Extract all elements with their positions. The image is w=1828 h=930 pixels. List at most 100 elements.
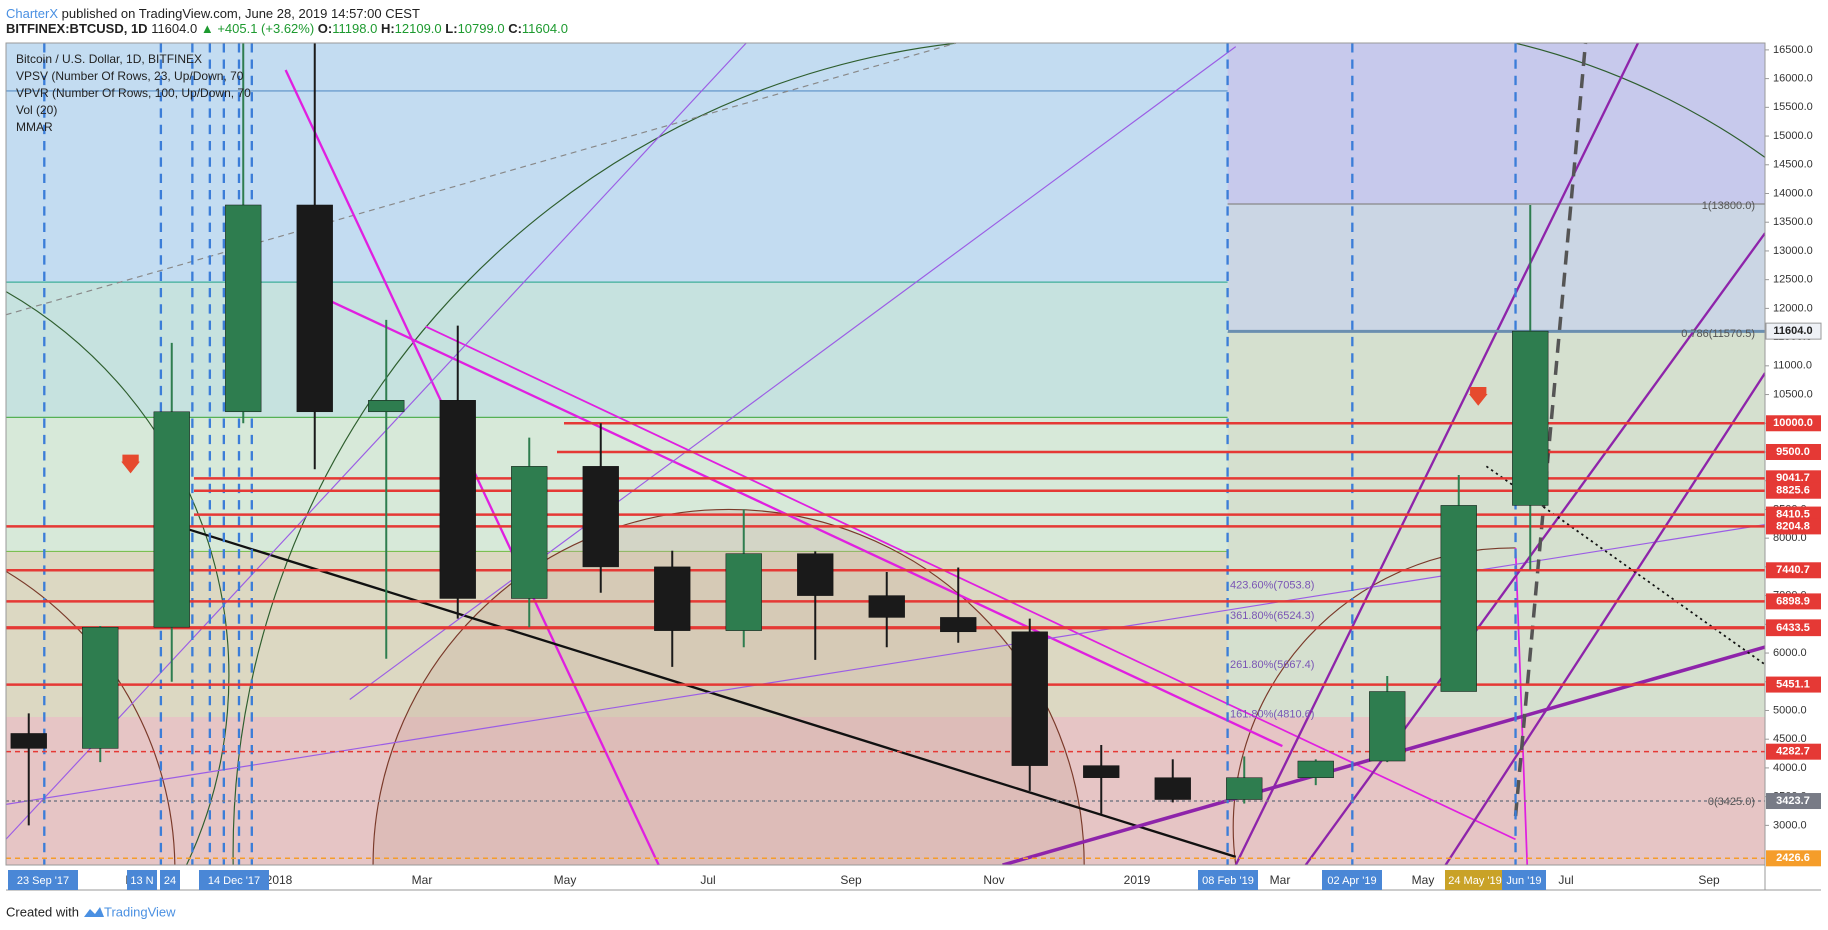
- level-label-box: [1766, 518, 1821, 535]
- level-label-box: [1766, 415, 1821, 432]
- drawing-line: [180, 525, 1237, 858]
- candle-body: [296, 204, 333, 413]
- candle-body: [225, 204, 262, 413]
- y-tick-label: 13000.0: [1773, 245, 1813, 257]
- drawing-line: [6, 43, 957, 316]
- level-label-box: [1766, 620, 1821, 637]
- chart-title: Bitcoin / U.S. Dollar, 1D, BITFINEX: [16, 52, 202, 66]
- publish-line: CharterX published on TradingView.com, J…: [6, 6, 420, 21]
- date-marker-label: 23 Sep '17: [17, 875, 69, 887]
- level-label: 9041.7: [1776, 472, 1810, 484]
- brand-logo: [84, 907, 104, 917]
- y-tick-label: 12500.0: [1773, 274, 1813, 286]
- drawing-line: [6, 43, 747, 840]
- y-tick-label: 10500.0: [1773, 388, 1813, 400]
- date-marker-label: 08 Feb '19: [1202, 875, 1254, 887]
- candle-body: [10, 733, 47, 749]
- level-label: 10000.0: [1773, 417, 1813, 429]
- fib-retracement-label: 0.786(11570.5): [1681, 328, 1755, 340]
- open: 11198.0: [332, 21, 378, 36]
- drawing-g: [43, 43, 1517, 865]
- x-tick-label: Mar: [412, 873, 433, 887]
- drawing-line: [1444, 372, 1765, 865]
- date-marker-label: 13 N: [130, 875, 153, 887]
- y-tick-label: 6000.0: [1773, 647, 1807, 659]
- change: ▲ +405.1 (+3.62%): [200, 21, 315, 36]
- date-marker-label: 24 May '19: [1448, 875, 1501, 887]
- drawing-path: [1468, 387, 1488, 406]
- candle-body: [940, 617, 977, 633]
- candle-body: [1440, 505, 1477, 692]
- drawing-rect: [6, 282, 1228, 418]
- candle-body: [1297, 760, 1334, 778]
- level-label: 8825.6: [1776, 485, 1810, 497]
- level-label: 4282.7: [1776, 746, 1810, 758]
- date-marker-box: [160, 870, 180, 890]
- candle-body: [1011, 631, 1048, 766]
- x-tick-label: 2018: [266, 873, 293, 887]
- drawing-rect: [1227, 43, 1765, 205]
- x-tick-label: Sep: [1698, 873, 1720, 887]
- fib-retracement-label: 0(3425.0): [1708, 796, 1755, 808]
- indicator-label: Vol (20): [16, 103, 57, 117]
- x-tick-label: May: [554, 873, 577, 887]
- footer-brand[interactable]: TradingView: [104, 904, 176, 919]
- candle-body: [868, 595, 905, 618]
- date-marker-box: [199, 870, 269, 890]
- high: 12109.0: [394, 21, 442, 36]
- date-marker-label: 14 Dec '17: [208, 875, 260, 887]
- level-label: 9500.0: [1776, 446, 1810, 458]
- y-tick-label: 14500.0: [1773, 159, 1813, 171]
- level-label-box: [1766, 482, 1821, 499]
- candle-body: [511, 466, 548, 599]
- low: 10799.0: [457, 21, 505, 36]
- candle-body: [582, 466, 619, 568]
- level-label-box: [1765, 322, 1822, 340]
- drawing-rect: [6, 716, 1765, 865]
- drawing-line: [1485, 465, 1765, 666]
- level-label: 5451.1: [1776, 678, 1810, 690]
- level-label: 6433.5: [1776, 622, 1810, 634]
- y-tick-label: 5000.0: [1773, 704, 1807, 716]
- level-label: 7440.7: [1776, 564, 1810, 576]
- candle-body: [654, 566, 691, 631]
- candle-body: [1226, 777, 1263, 800]
- publisher[interactable]: CharterX: [6, 6, 59, 21]
- fib-extension-label: 423.60%(7053.8): [1230, 579, 1314, 591]
- x-tick-label: 2019: [1124, 873, 1151, 887]
- level-label: 11604.0: [1773, 325, 1812, 337]
- o-label: O:: [317, 21, 333, 36]
- drawing-line: [349, 46, 1237, 700]
- y-tick-label: 15000.0: [1773, 130, 1813, 142]
- y-tick-label: 12000.0: [1773, 302, 1813, 314]
- candle-body: [1154, 777, 1191, 800]
- drawing-g: [6, 43, 1765, 865]
- y-tick-label: 3000.0: [1773, 819, 1807, 831]
- drawing-line: [314, 292, 1283, 748]
- y-tick-label: 16000.0: [1773, 73, 1813, 85]
- candle-body: [1369, 691, 1406, 762]
- footer-created: Created with: [6, 904, 79, 919]
- y-tick-label: 8000.0: [1773, 532, 1807, 544]
- drawing-path: [6, 290, 230, 865]
- candle-body: [1512, 330, 1549, 506]
- x-tick-label: Sep: [840, 873, 862, 887]
- candle-body: [82, 626, 119, 749]
- indicator-label: VPSV (Number Of Rows, 23, Up/Down, 70: [16, 69, 244, 83]
- drawing-line: [1234, 43, 1639, 865]
- symbol-line: BITFINEX:BTCUSD, 1D 11604.0 ▲ +405.1 (+3…: [6, 21, 568, 36]
- date-marker-box: [1445, 870, 1505, 890]
- symbol: BITFINEX:BTCUSD, 1D: [6, 21, 148, 36]
- drawing-path: [1515, 43, 1765, 158]
- date-marker-label: Jun '19: [1506, 875, 1541, 887]
- drawings: [6, 43, 1765, 865]
- level-label: 3423.7: [1776, 795, 1810, 807]
- candle-body: [439, 400, 476, 599]
- x-tick-label: Mar: [1270, 873, 1291, 887]
- drawing-rect: [1227, 332, 1765, 717]
- l-label: L:: [445, 21, 458, 36]
- level-label-box: [1766, 562, 1821, 579]
- candle-body: [797, 553, 834, 596]
